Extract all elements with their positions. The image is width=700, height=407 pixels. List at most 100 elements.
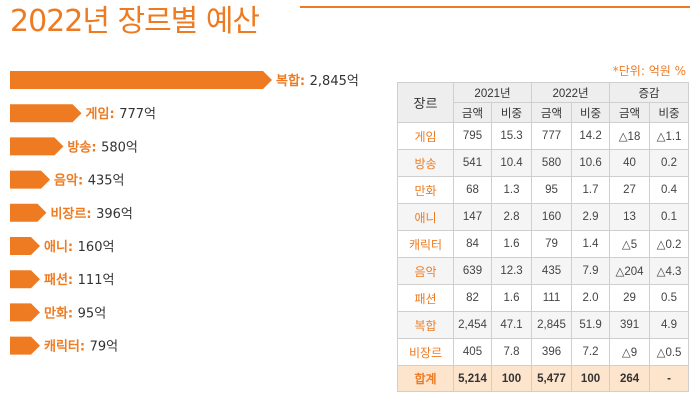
cell-amount-2022: 5,477 [531,365,573,392]
cell-genre: 게임 [397,122,454,150]
cell-share-change: 0.5 [649,284,690,312]
cell-amount-2021: 795 [453,122,492,150]
cell-genre: 만화 [397,176,454,204]
cell-amount-2021: 405 [453,338,492,366]
bar-8 [10,303,40,322]
cell-share-2021: 1.6 [490,230,533,258]
cell-amount-change: 391 [609,311,651,339]
cell-amount-2021: 84 [453,230,492,258]
cell-amount-2021: 68 [453,176,492,204]
bar-value-label: 2,845억 [310,74,359,89]
cell-share-2021: 12.3 [490,257,533,285]
bar-7 [10,270,40,289]
bar-category-label: 음악 [54,173,78,189]
cell-amount-change: △5 [609,230,651,258]
cell-amount-change: 13 [609,203,651,231]
cell-amount-2022: 79 [531,230,573,258]
table-row: 복합 2,454 47.1 2,845 51.9 391 4.9 [397,311,690,339]
cell-genre: 캐릭터 [397,230,454,258]
cell-amount-2022: 2,845 [531,311,573,339]
header-genre: 장르 [397,82,454,123]
bar-value-label: 95억 [78,306,107,321]
table-row: 만화 68 1.3 95 1.7 27 0.4 [397,176,690,204]
cell-share-change: 4.9 [649,311,690,339]
header-share-change: 비중 [649,102,690,123]
cell-genre: 패션 [397,284,454,312]
cell-share-change: △0.2 [649,230,690,258]
cell-amount-2022: 777 [531,122,573,150]
unit-note: *단위: 억원 % [612,64,686,78]
cell-share-change: △1.1 [649,122,690,150]
bar-category-label: 만화 [44,305,68,321]
table-row-total: 합계 5,214 100 5,477 100 264 - [397,365,690,392]
cell-amount-2021: 5,214 [453,365,492,392]
cell-share-change: 0.4 [649,176,690,204]
cell-genre: 음악 [397,257,454,285]
table-row: 비장르 405 7.8 396 7.2 △9 △0.5 [397,338,690,366]
table-row: 게임 795 15.3 777 14.2 △18 △1.1 [397,122,690,150]
header-amount-change: 금액 [609,102,651,123]
bar-category-label: 방송 [67,139,91,155]
cell-amount-change: △18 [609,122,651,150]
header-share-2022: 비중 [571,102,611,123]
bar-label: 비장르: 396억 [50,206,132,222]
bar-6 [10,237,40,255]
cell-genre: 비장르 [397,338,454,366]
cell-share-2022: 51.9 [571,311,611,339]
header-amount-2022: 금액 [531,102,573,123]
cell-share-2022: 14.2 [571,122,611,150]
cell-share-2021: 15.3 [490,122,533,150]
cell-share-2022: 100 [571,365,611,392]
page-title: 2022년 장르별 예산 [10,4,260,39]
header-change: 증감 [609,82,690,103]
bar-category-label: 애니 [44,239,68,255]
bar-label: 캐릭터: 79억 [44,339,118,355]
cell-share-change: - [649,365,690,392]
cell-genre: 방송 [397,149,454,177]
cell-amount-change: △204 [609,257,651,285]
bar-label: 애니: 160억 [44,239,114,255]
cell-share-2021: 7.8 [490,338,533,366]
cell-share-2021: 100 [490,365,533,392]
cell-amount-2022: 396 [531,338,573,366]
cell-amount-2021: 82 [453,284,492,312]
cell-share-2021: 2.8 [490,203,533,231]
cell-amount-2021: 639 [453,257,492,285]
cell-amount-2022: 580 [531,149,573,177]
header-share-2021: 비중 [490,102,533,123]
bar-value-label: 396억 [96,207,133,222]
table-row: 애니 147 2.8 160 2.9 13 0.1 [397,203,690,231]
header-amount-2021: 금액 [453,102,492,123]
bar-label: 만화: 95억 [44,305,106,321]
cell-amount-change: 27 [609,176,651,204]
title-rule [300,6,690,8]
cell-share-change: △4.3 [649,257,690,285]
bar-category-label: 게임 [86,107,110,122]
cell-share-2021: 1.3 [490,176,533,204]
bar-1 [10,71,272,89]
bar-9 [10,336,40,355]
bar-label: 방송: 580억 [67,139,137,155]
bar-value-label: 111억 [78,273,115,288]
header-2021: 2021년 [452,82,533,103]
table-row: 캐릭터 84 1.6 79 1.4 △5 △0.2 [397,230,690,258]
cell-share-2021: 1.6 [490,284,533,312]
table-row: 방송 541 10.4 580 10.6 40 0.2 [397,149,690,177]
bar-label: 복합: 2,845억 [276,73,359,89]
cell-genre: 애니 [397,203,454,231]
cell-amount-2022: 95 [531,176,573,204]
cell-amount-change: 40 [609,149,651,177]
bar-label: 음악: 435억 [54,173,124,189]
bar-label: 패션: 111억 [44,273,114,288]
cell-amount-change: 29 [609,284,651,312]
cell-amount-2021: 147 [453,203,492,231]
bar-2 [10,104,82,123]
cell-amount-change: 264 [609,365,651,392]
table-row: 음악 639 12.3 435 7.9 △204 △4.3 [397,257,690,285]
cell-amount-2022: 160 [531,203,573,231]
budget-table: 장르 2021년 2022년 증감 금액 비중 금액 비중 금액 비중 게임 79… [397,82,690,392]
header-2022: 2022년 [531,82,611,103]
bar-4 [10,170,51,189]
bar-category-label: 패션 [44,273,68,288]
